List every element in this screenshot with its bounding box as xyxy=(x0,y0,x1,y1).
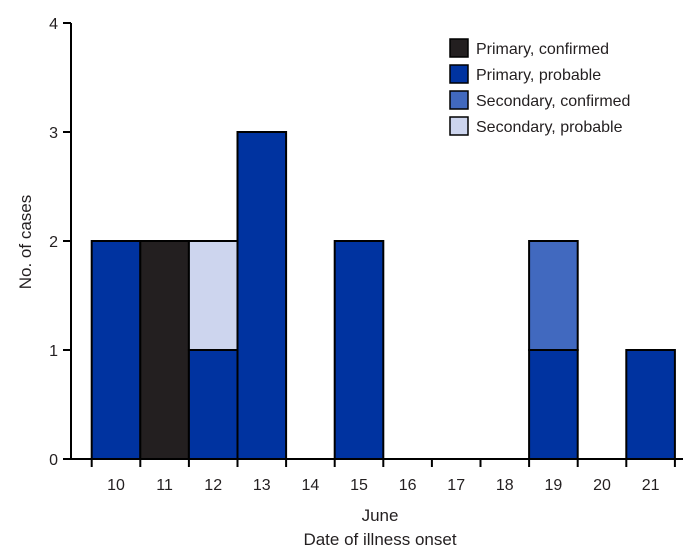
legend: Primary, confirmed Primary, probable Secon… xyxy=(449,38,630,136)
x-tick-label: 21 xyxy=(642,477,660,494)
bar-segment xyxy=(187,349,239,460)
y-tick-label: 0 xyxy=(49,452,58,469)
bars xyxy=(90,131,676,460)
bar-segment xyxy=(139,240,190,460)
legend-label: Primary, probable xyxy=(476,67,601,84)
bar-segment xyxy=(333,240,385,460)
x-tick-label: 12 xyxy=(204,477,222,494)
legend-swatch xyxy=(449,90,469,110)
y-tick-label: 3 xyxy=(49,125,58,142)
x-axis-sublabel: June xyxy=(362,506,399,525)
x-tick-label: 16 xyxy=(399,477,417,494)
y-axis-title: No. of cases xyxy=(16,195,35,290)
x-axis-title: Date of illness onset xyxy=(303,530,456,549)
x-tick-label: 18 xyxy=(496,477,514,494)
bar-segment xyxy=(187,240,239,351)
x-tick-label: 10 xyxy=(107,477,125,494)
bar-segment xyxy=(528,349,579,460)
legend-swatch xyxy=(449,38,469,58)
legend-swatch xyxy=(449,64,469,84)
legend-label: Secondary, probable xyxy=(476,119,623,136)
y-tick-label: 1 xyxy=(49,343,58,360)
x-tick-label: 11 xyxy=(156,477,173,494)
bar-segment xyxy=(236,131,288,460)
y-tick-label: 4 xyxy=(49,16,58,33)
bar-segment xyxy=(528,240,579,351)
bar-segment xyxy=(90,240,142,460)
x-tick-label: 15 xyxy=(350,477,368,494)
legend-label: Secondary, confirmed xyxy=(476,93,630,110)
y-tick-label: 2 xyxy=(49,234,58,251)
x-tick-label: 17 xyxy=(447,477,465,494)
x-tick-label: 19 xyxy=(545,477,563,494)
bar-segment xyxy=(625,349,676,460)
x-tick-label: 13 xyxy=(253,477,271,494)
x-tick-label: 20 xyxy=(593,477,611,494)
legend-swatch xyxy=(449,116,469,136)
x-tick-label: 14 xyxy=(302,477,320,494)
legend-label: Primary, confirmed xyxy=(476,41,609,58)
